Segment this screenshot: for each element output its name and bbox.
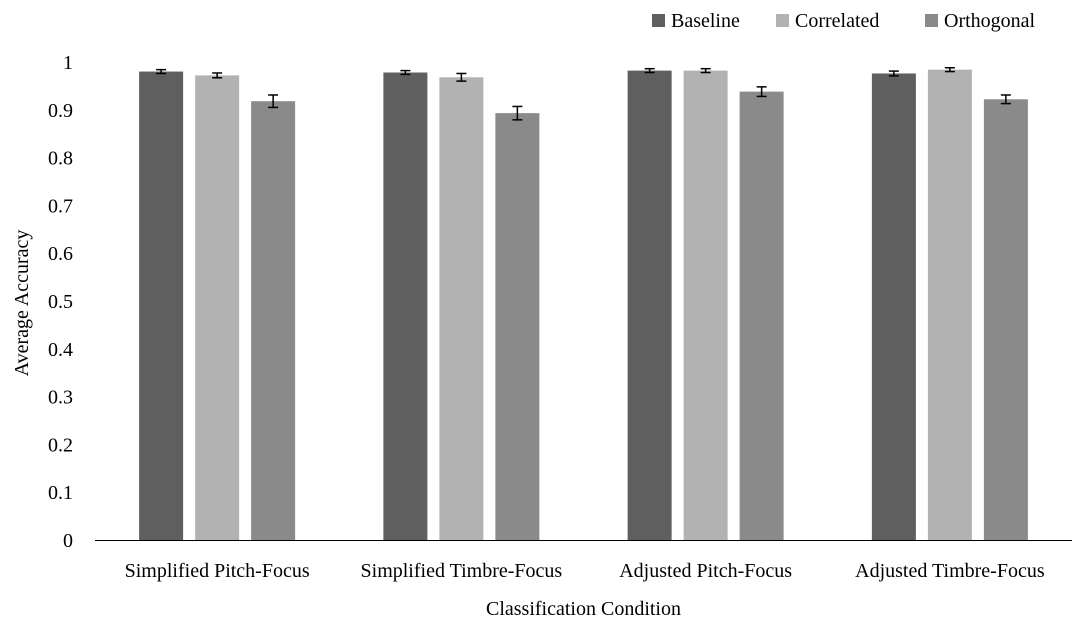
y-tick-label: 0 [63, 530, 73, 552]
y-tick-label: 0.9 [48, 100, 73, 122]
x-tick-label: Simplified Pitch-Focus [125, 560, 310, 582]
y-tick-label: 0.3 [48, 387, 73, 409]
bar-correlated [439, 77, 484, 541]
error-bar [756, 86, 767, 98]
legend-swatch-correlated [776, 14, 789, 27]
error-bar [944, 66, 955, 73]
error-bar [888, 70, 899, 77]
error-bar [456, 72, 467, 82]
error-bar [700, 67, 711, 74]
x-axis-title: Classification Condition [486, 598, 681, 620]
bars [139, 69, 1028, 541]
bar-orthogonal [739, 91, 784, 541]
legend-swatch-orthogonal [925, 14, 938, 27]
y-tick-label: 0.5 [48, 291, 73, 313]
y-tick-label: 0.1 [48, 482, 73, 504]
legend-label: Correlated [795, 10, 879, 32]
y-tick-label: 0.7 [48, 195, 73, 217]
bar-baseline [139, 71, 184, 540]
y-axis: 0 0.1 0.2 0.3 0.4 0.5 0.6 0.7 0.8 0.9 1 [48, 52, 73, 552]
y-tick-label: 1 [63, 52, 73, 74]
bar-orthogonal [251, 101, 296, 541]
bar-baseline [627, 70, 672, 540]
error-bars [156, 66, 1011, 121]
error-bar [156, 68, 167, 75]
error-bar [268, 94, 279, 109]
y-axis-title: Average Accuracy [11, 230, 33, 377]
error-bar [644, 67, 655, 74]
legend-label: Orthogonal [944, 10, 1036, 32]
x-tick-label: Adjusted Pitch-Focus [619, 560, 792, 582]
error-bar [512, 105, 523, 121]
x-tick-label: Adjusted Timbre-Focus [855, 560, 1045, 582]
error-bar [1000, 94, 1011, 105]
bar-baseline [871, 73, 916, 541]
x-axis: Simplified Pitch-Focus Simplified Timbre-… [95, 540, 1072, 582]
error-bar [400, 69, 411, 76]
bar-correlated [195, 75, 240, 540]
bar-orthogonal [983, 99, 1028, 540]
x-tick-label: Simplified Timbre-Focus [361, 560, 563, 582]
bar-orthogonal [495, 113, 540, 541]
legend-label: Baseline [671, 10, 740, 32]
legend-swatch-baseline [652, 14, 665, 27]
bar-baseline [383, 72, 428, 541]
error-bar [212, 72, 223, 79]
bar-correlated [683, 70, 728, 540]
y-tick-label: 0.6 [48, 243, 73, 265]
y-tick-label: 0.4 [48, 339, 73, 361]
bar-correlated [927, 69, 972, 540]
legend: Baseline Correlated Orthogonal [652, 10, 1036, 32]
y-tick-label: 0.2 [48, 434, 73, 456]
y-tick-label: 0.8 [48, 148, 73, 170]
